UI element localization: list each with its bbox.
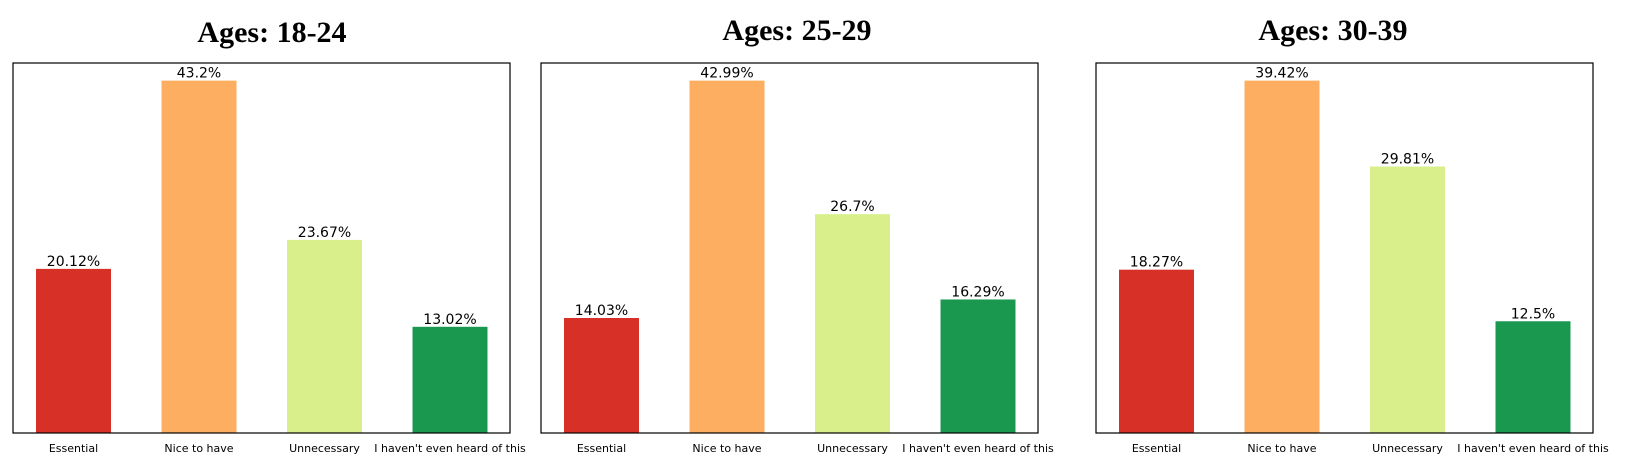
chart-panel-1: Ages: 18-24 20.12% Essential 43.2% Nice to h… xyxy=(12,16,526,455)
bar-4 xyxy=(940,299,1016,433)
bar-1 xyxy=(564,318,639,433)
bar-4 xyxy=(412,326,488,433)
bar-1 xyxy=(36,268,111,433)
plot-frame xyxy=(540,62,1039,434)
value-label: 18.27% xyxy=(1130,255,1183,271)
chart-panel-3: Ages: 30-39 18.27% Essential 39.42% Nice to … xyxy=(1095,14,1609,455)
value-label: 23.67% xyxy=(298,225,351,241)
bar-2 xyxy=(1244,80,1320,433)
x-tick-label: Essential xyxy=(1132,442,1181,455)
x-tick-label: Essential xyxy=(577,442,626,455)
value-label: 13.02% xyxy=(423,312,476,328)
x-tick-label: I haven't even heard of this xyxy=(902,442,1054,455)
value-label: 20.12% xyxy=(47,254,100,270)
x-tick-label: I haven't even heard of this xyxy=(374,442,526,455)
x-tick-label: Nice to have xyxy=(1247,442,1316,455)
bar-2 xyxy=(689,80,765,433)
bar-3 xyxy=(815,214,890,433)
plot-frame xyxy=(12,62,511,434)
bar-3 xyxy=(287,239,362,433)
value-label: 26.7% xyxy=(830,199,874,215)
bar-2 xyxy=(161,80,237,433)
value-label: 39.42% xyxy=(1255,66,1308,82)
x-tick-label: I haven't even heard of this xyxy=(1457,442,1609,455)
bar-1 xyxy=(1119,269,1194,433)
value-label: 42.99% xyxy=(700,66,753,82)
x-tick-label: Nice to have xyxy=(692,442,761,455)
value-label: 16.29% xyxy=(951,284,1004,300)
bar-3 xyxy=(1370,166,1445,433)
x-tick-label: Essential xyxy=(49,442,98,455)
chart-panel-2: Ages: 25-29 14.03% Essential 42.99% Nice to … xyxy=(540,14,1054,455)
value-label: 14.03% xyxy=(575,303,628,319)
chart-title: Ages: 30-39 xyxy=(1258,14,1407,47)
x-tick-label: Unnecessary xyxy=(1372,442,1443,455)
value-label: 43.2% xyxy=(177,66,221,82)
chart-title: Ages: 18-24 xyxy=(197,16,346,49)
bar-4 xyxy=(1495,321,1571,433)
x-tick-label: Nice to have xyxy=(164,442,233,455)
x-tick-label: Unnecessary xyxy=(289,442,360,455)
value-label: 12.5% xyxy=(1511,306,1555,322)
value-label: 29.81% xyxy=(1381,152,1434,168)
chart-title: Ages: 25-29 xyxy=(722,14,871,47)
plot-frame xyxy=(1095,62,1594,434)
x-tick-label: Unnecessary xyxy=(817,442,888,455)
